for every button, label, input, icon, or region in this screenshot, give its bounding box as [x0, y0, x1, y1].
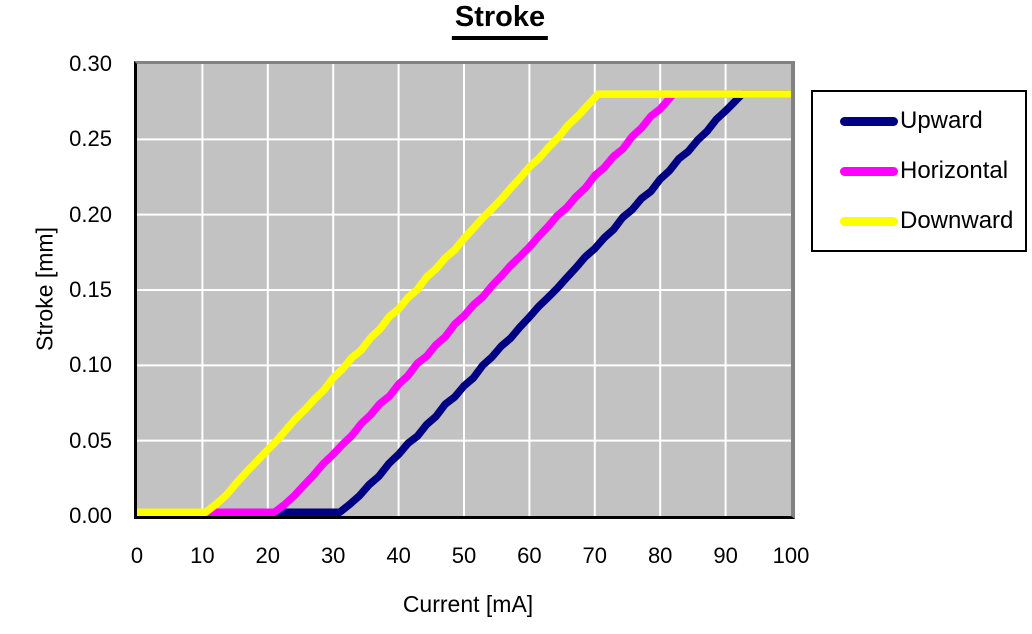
chart-canvas — [137, 64, 791, 517]
legend-label: Horizontal — [900, 157, 1009, 184]
x-tick-label: 80 — [647, 543, 673, 568]
legend-item-horizontal: Horizontal — [840, 157, 1025, 185]
legend-swatch-downward — [840, 216, 898, 226]
x-tick-label: 10 — [190, 543, 215, 568]
legend-label: Downward — [900, 207, 1014, 234]
x-tick-label: 90 — [713, 543, 738, 568]
chart-title-text: Stroke — [451, 1, 549, 40]
y-tick-label: 0.10 — [69, 352, 112, 378]
y-tick-label: 0.20 — [69, 201, 112, 227]
y-tick-label: 0.00 — [69, 503, 112, 528]
legend-label: Upward — [900, 107, 983, 134]
x-tick-label: 0 — [130, 543, 144, 568]
legend-item-downward: Downward — [840, 207, 1025, 235]
y-tick-label: 0.05 — [69, 427, 112, 453]
x-tick-label: 60 — [517, 543, 542, 568]
legend: Upward Horizontal Downward — [811, 90, 1027, 252]
x-axis-title: Current [mA] — [402, 591, 534, 617]
y-tick-label: 0.30 — [69, 51, 112, 76]
x-tick-label: 70 — [582, 543, 608, 568]
x-tick-label: 50 — [451, 543, 477, 568]
y-tick-label: 0.25 — [69, 126, 112, 152]
legend-swatch-upward — [840, 116, 898, 126]
x-tick-label: 20 — [255, 543, 281, 568]
legend-item-upward: Upward — [840, 107, 1025, 135]
series-line-downward — [137, 90, 791, 517]
plot-area — [134, 61, 795, 519]
x-tick-label: 100 — [772, 543, 810, 568]
legend-swatch-horizontal — [840, 166, 898, 176]
y-tick-label: 0.15 — [69, 277, 112, 302]
x-tick-label: 30 — [320, 543, 346, 568]
x-tick-label: 40 — [386, 543, 411, 568]
chart-title: Stroke — [451, 1, 549, 40]
